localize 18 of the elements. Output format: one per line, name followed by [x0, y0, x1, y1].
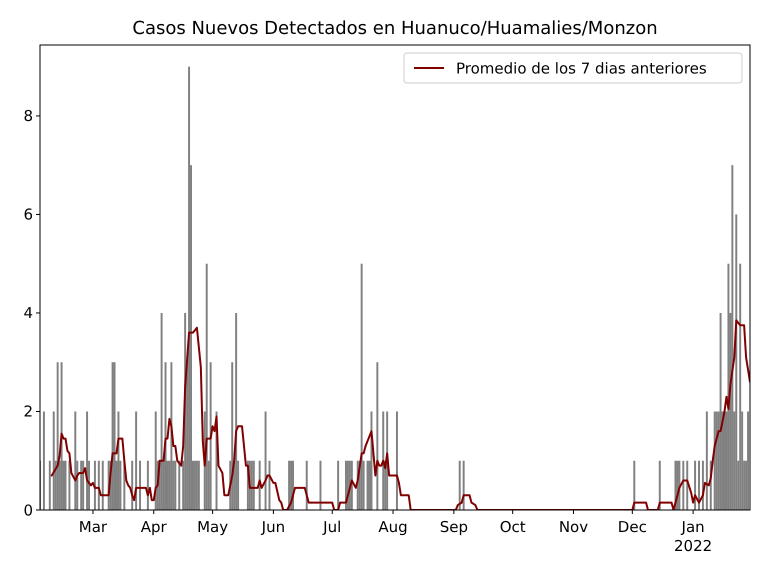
y-tick-label: 8 — [23, 107, 33, 126]
chart-title: Casos Nuevos Detectados en Huanuco/Huamalies/Monzon — [132, 18, 658, 39]
x-tick-label: Dec — [618, 518, 647, 536]
x-tick-label: Jun — [260, 518, 286, 536]
x-tick-label: Jan 2022 — [674, 518, 712, 555]
x-tick-label: Jul — [322, 518, 342, 536]
x-tick-label: May — [197, 518, 228, 536]
x-tick-label: Sep — [440, 518, 468, 536]
x-tick-label: Apr — [140, 518, 168, 536]
y-tick-label: 0 — [23, 501, 33, 520]
y-tick-label: 6 — [23, 206, 33, 224]
y-tick-label: 4 — [23, 304, 33, 322]
x-tick-label: Oct — [500, 518, 526, 536]
x-tick-label: Aug — [378, 518, 408, 536]
x-tick-label: Nov — [558, 518, 588, 536]
legend-label: Promedio de los 7 dias anteriores — [456, 59, 707, 78]
x-tick-label: Mar — [78, 518, 108, 536]
y-tick-label: 2 — [23, 402, 33, 421]
